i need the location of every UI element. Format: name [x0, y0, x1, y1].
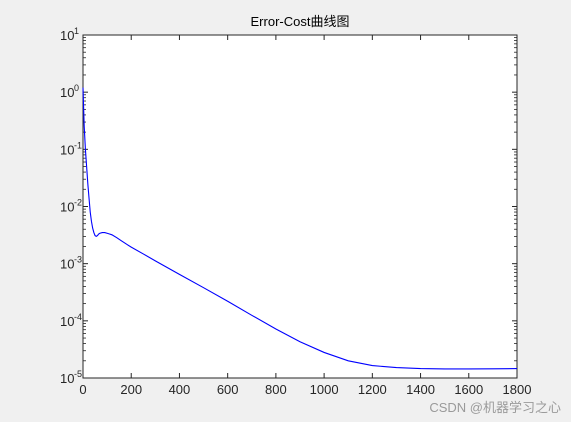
- y-tick-label: 10 -1: [60, 140, 82, 157]
- y-tick-base: 10: [60, 371, 74, 386]
- x-tick-label: 600: [217, 382, 239, 397]
- x-tick-label: 1800: [503, 382, 532, 397]
- y-tick-exponent: -2: [74, 198, 82, 208]
- watermark: CSDN @机器学习之心: [427, 397, 563, 416]
- y-tick-label: 10 1: [60, 26, 79, 43]
- y-tick-base: 10: [60, 257, 74, 272]
- chart-title: Error-Cost曲线图: [251, 14, 350, 29]
- y-tick-exponent: -1: [74, 140, 82, 150]
- plot-area: [82, 34, 518, 379]
- y-tick-label: 10 -2: [60, 198, 82, 215]
- y-tick-exponent: -4: [74, 312, 82, 322]
- y-tick-label: 10 -5: [60, 369, 82, 386]
- x-tick-label: 1000: [310, 382, 339, 397]
- x-tick-label: 200: [120, 382, 142, 397]
- x-tick-label: 0: [79, 382, 86, 397]
- y-tick-base: 10: [60, 28, 74, 43]
- x-tick-label: 1200: [358, 382, 387, 397]
- y-tick-exponent: 0: [74, 83, 79, 93]
- series-line: [82, 87, 518, 370]
- y-tick-label: 10 0: [60, 83, 79, 100]
- y-tick-base: 10: [60, 142, 74, 157]
- x-tick-label: 1600: [454, 382, 483, 397]
- y-tick-base: 10: [60, 85, 74, 100]
- x-axis: 0 200 400 600 800 1000 1200 1400 1600 1800: [79, 35, 531, 397]
- y-tick-label: 10 -4: [60, 312, 82, 329]
- y-tick-base: 10: [60, 314, 74, 329]
- y-tick-exponent: 1: [74, 26, 79, 36]
- x-tick-label: 400: [169, 382, 191, 397]
- y-tick-label: 10 -3: [60, 255, 82, 272]
- x-tick-label: 1400: [406, 382, 435, 397]
- x-tick-label: 800: [265, 382, 287, 397]
- y-tick-exponent: -3: [74, 255, 82, 265]
- y-tick-exponent: -5: [74, 369, 82, 379]
- y-tick-base: 10: [60, 200, 74, 215]
